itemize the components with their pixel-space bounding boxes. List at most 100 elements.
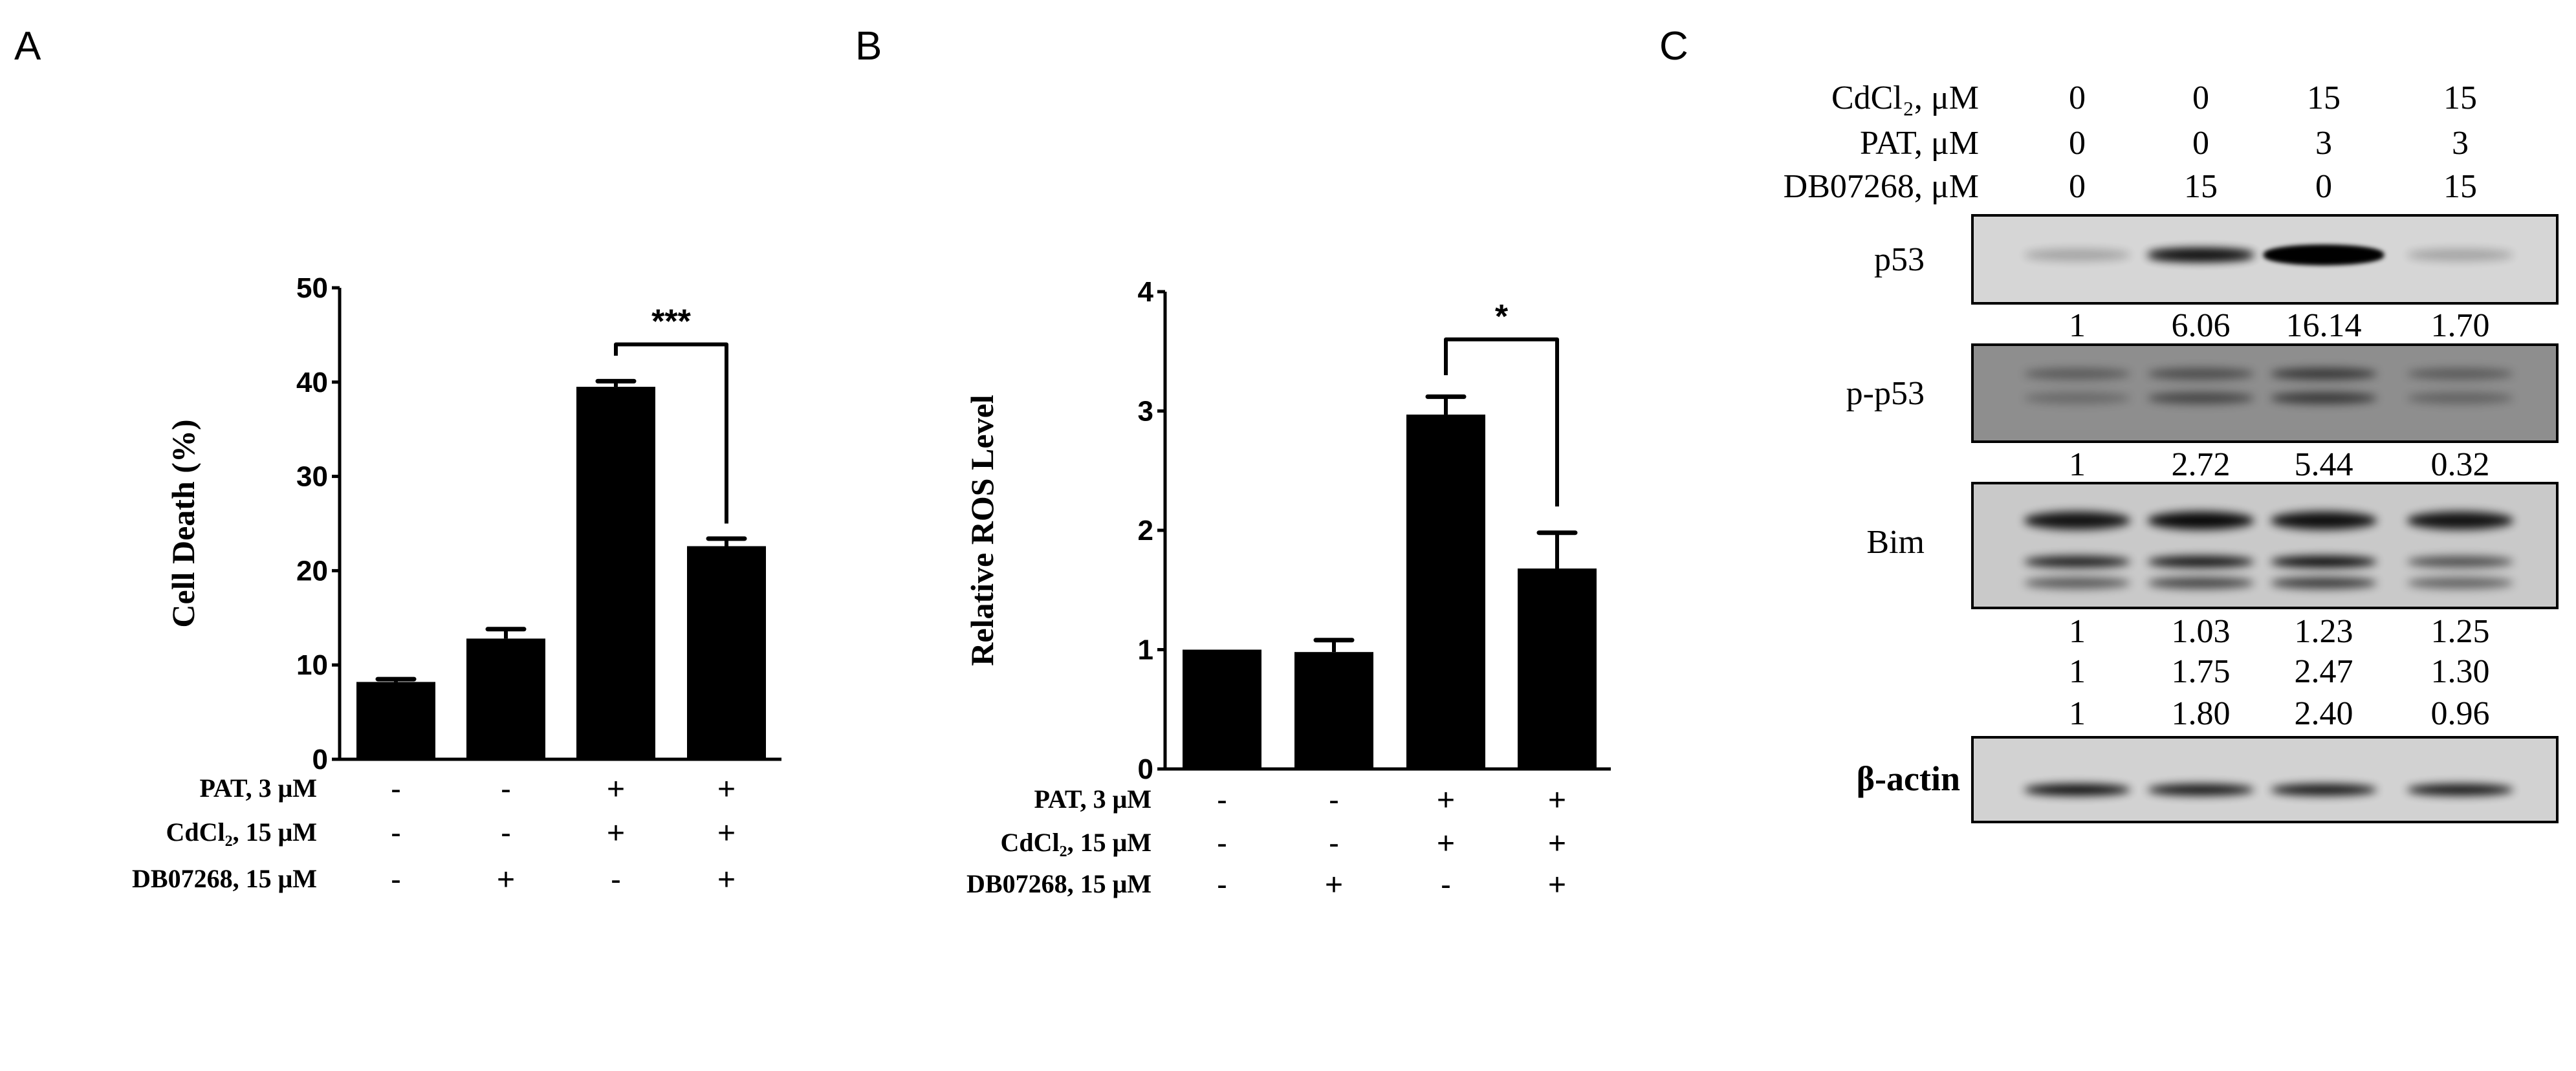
panel-label-a: A — [14, 24, 41, 69]
condition-value: 15 — [2443, 80, 2477, 116]
treatment-sign: + — [607, 772, 625, 806]
y-tick-label: 10 — [296, 649, 328, 681]
bar — [1294, 652, 1373, 769]
blot-label: p53 — [1874, 241, 1925, 278]
treatment-sign: - — [391, 863, 401, 897]
condition-label: PAT, μM — [1860, 125, 1979, 162]
protein-band — [2407, 392, 2514, 404]
significance-bracket — [614, 342, 728, 524]
condition-label: DB07268, μM — [1784, 168, 1979, 205]
treatment-label: CdCl₂, 15 μM — [1000, 828, 1152, 857]
protein-band — [2407, 511, 2514, 530]
y-tick-label: 30 — [296, 461, 328, 493]
treatment-label: DB07268, 15 μM — [132, 864, 317, 893]
y-tick-label: 1 — [1138, 634, 1153, 666]
y-tick-label: 20 — [296, 555, 328, 587]
blot-membrane — [1971, 736, 2559, 823]
band-quantification: 1 — [2069, 653, 2086, 690]
protein-band — [2147, 392, 2254, 404]
protein-band — [2147, 784, 2254, 796]
band-quantification: 1.80 — [2172, 695, 2231, 732]
treatment-sign: + — [1548, 783, 1566, 817]
condition-value: 3 — [2452, 125, 2469, 162]
condition-value: 15 — [2184, 168, 2218, 205]
band-quantification: 0.96 — [2431, 695, 2490, 732]
significance-bracket — [1444, 337, 1559, 507]
y-tick-label: 0 — [312, 744, 328, 775]
treatment-sign: + — [497, 863, 515, 897]
protein-band — [2147, 368, 2254, 380]
condition-value: 3 — [2315, 125, 2332, 162]
protein-band — [2407, 368, 2514, 380]
treatment-sign: + — [1437, 827, 1455, 861]
y-tick-label: 2 — [1138, 515, 1153, 546]
y-tick-label: 3 — [1138, 396, 1153, 427]
band-quantification: 1.03 — [2172, 613, 2231, 650]
protein-band — [2407, 556, 2514, 568]
protein-band — [2407, 784, 2514, 796]
treatment-sign: + — [717, 863, 736, 897]
significance-label: * — [1495, 298, 1509, 336]
treatment-label: DB07268, 15 μM — [966, 869, 1152, 898]
treatment-sign: + — [1548, 868, 1566, 902]
treatment-sign: - — [501, 816, 511, 850]
protein-band — [2270, 577, 2377, 589]
band-quantification: 2.72 — [2172, 446, 2231, 483]
band-quantification: 1.75 — [2172, 653, 2231, 690]
bar — [1183, 649, 1261, 769]
band-quantification: 1 — [2069, 446, 2086, 483]
treatment-sign: - — [1217, 783, 1227, 817]
band-quantification: 16.14 — [2286, 307, 2362, 344]
condition-value: 0 — [2069, 125, 2086, 162]
protein-band — [2024, 577, 2131, 589]
protein-band — [2024, 392, 2131, 404]
treatment-sign: + — [1325, 868, 1343, 902]
treatment-label: PAT, 3 μM — [199, 774, 317, 803]
protein-band — [2024, 511, 2131, 530]
protein-band — [2270, 392, 2377, 404]
band-quantification: 1 — [2069, 613, 2086, 650]
blot-label: p-p53 — [1846, 375, 1925, 412]
treatment-sign: - — [391, 772, 401, 806]
condition-value: 15 — [2307, 80, 2341, 116]
band-quantification: 1.70 — [2431, 307, 2490, 344]
y-tick-label: 4 — [1138, 276, 1154, 308]
treatment-sign: - — [1217, 868, 1227, 902]
bar — [1406, 415, 1485, 769]
condition-value: 0 — [2069, 168, 2086, 205]
protein-band — [2407, 249, 2514, 261]
treatment-sign: - — [1441, 868, 1451, 902]
band-quantification: 0.32 — [2431, 446, 2490, 483]
protein-band — [2147, 577, 2254, 589]
y-tick-label: 0 — [1138, 753, 1153, 785]
band-quantification: 5.44 — [2295, 446, 2353, 483]
treatment-sign: + — [717, 772, 736, 806]
treatment-sign: - — [1217, 827, 1227, 861]
band-quantification: 2.47 — [2295, 653, 2353, 690]
bar — [576, 387, 655, 759]
protein-band — [2024, 784, 2131, 796]
blot-label: β-actin — [1857, 759, 1960, 798]
protein-band — [2270, 784, 2377, 796]
panel-label-c: C — [1659, 24, 1688, 69]
bar — [687, 546, 766, 759]
treatment-sign: + — [1437, 783, 1455, 817]
treatment-sign: + — [1548, 827, 1566, 861]
band-quantification: 1 — [2069, 695, 2086, 732]
condition-value: 0 — [2192, 80, 2209, 116]
condition-value: 0 — [2192, 125, 2209, 162]
band-quantification: 1 — [2069, 307, 2086, 344]
protein-band — [2407, 577, 2514, 589]
blot-label: Bim — [1866, 524, 1925, 561]
bar — [1518, 568, 1597, 769]
y-tick-label: 50 — [296, 272, 328, 304]
protein-band — [2024, 249, 2131, 261]
treatment-sign: - — [1329, 827, 1339, 861]
treatment-sign: - — [391, 816, 401, 850]
band-quantification: 1.30 — [2431, 653, 2490, 690]
bar — [356, 682, 435, 759]
protein-band — [2270, 368, 2377, 380]
protein-band — [2024, 556, 2131, 568]
